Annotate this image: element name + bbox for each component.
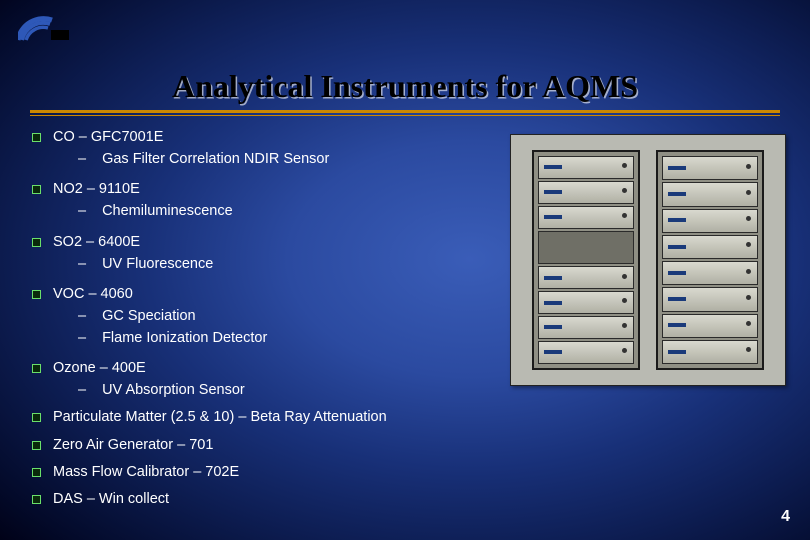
- sub-bullet-label: Chemiluminescence: [102, 202, 233, 220]
- sub-bullet-item: –GC Speciation: [78, 307, 502, 325]
- bullet-square-icon: [32, 133, 41, 142]
- bullet-label: NO2 – 9110E: [53, 180, 140, 198]
- dash-icon: –: [78, 329, 86, 347]
- instrument-rack: [532, 150, 640, 370]
- title-underline: [30, 110, 780, 116]
- equipment-photo: [510, 134, 786, 386]
- slide-title: Analytical Instruments for AQMS: [0, 68, 810, 105]
- instrument-rack: [656, 150, 764, 370]
- sub-bullet-label: Gas Filter Correlation NDIR Sensor: [102, 150, 329, 168]
- bullet-item: NO2 – 9110E: [32, 180, 502, 198]
- bullet-square-icon: [32, 413, 41, 422]
- bullet-item: Zero Air Generator – 701: [32, 436, 502, 454]
- bullet-label: SO2 – 6400E: [53, 233, 140, 251]
- page-number: 4: [781, 508, 790, 526]
- dash-icon: –: [78, 381, 86, 399]
- sub-bullet-item: –Chemiluminescence: [78, 202, 502, 220]
- bullet-square-icon: [32, 185, 41, 194]
- bullet-square-icon: [32, 364, 41, 373]
- bullet-square-icon: [32, 495, 41, 504]
- sub-bullet-item: –Gas Filter Correlation NDIR Sensor: [78, 150, 502, 168]
- sub-bullet-item: –UV Fluorescence: [78, 255, 502, 273]
- bullet-item: SO2 – 6400E: [32, 233, 502, 251]
- bullet-label: DAS – Win collect: [53, 490, 169, 508]
- brand-logo: [18, 14, 72, 42]
- bullet-item: Mass Flow Calibrator – 702E: [32, 463, 502, 481]
- dash-icon: –: [78, 202, 86, 220]
- sub-bullet-item: –UV Absorption Sensor: [78, 381, 502, 399]
- dash-icon: –: [78, 255, 86, 273]
- bullet-square-icon: [32, 441, 41, 450]
- dash-icon: –: [78, 307, 86, 325]
- bullet-item: Particulate Matter (2.5 & 10) – Beta Ray…: [32, 408, 502, 426]
- bullet-label: Particulate Matter (2.5 & 10) – Beta Ray…: [53, 408, 387, 426]
- bullet-square-icon: [32, 468, 41, 477]
- bullet-square-icon: [32, 238, 41, 247]
- bullet-item: Ozone – 400E: [32, 359, 502, 377]
- sub-bullet-item: –Flame Ionization Detector: [78, 329, 502, 347]
- sub-bullet-label: GC Speciation: [102, 307, 196, 325]
- bullet-label: CO – GFC7001E: [53, 128, 163, 146]
- sub-bullet-label: UV Fluorescence: [102, 255, 213, 273]
- bullet-label: VOC – 4060: [53, 285, 133, 303]
- bullet-item: VOC – 4060: [32, 285, 502, 303]
- bullet-item: CO – GFC7001E: [32, 128, 502, 146]
- dash-icon: –: [78, 150, 86, 168]
- sub-bullet-label: UV Absorption Sensor: [102, 381, 245, 399]
- sub-bullet-label: Flame Ionization Detector: [102, 329, 267, 347]
- bullet-label: Mass Flow Calibrator – 702E: [53, 463, 239, 481]
- bullet-item: DAS – Win collect: [32, 490, 502, 508]
- bullet-list: CO – GFC7001E–Gas Filter Correlation NDI…: [32, 128, 502, 508]
- bullet-square-icon: [32, 290, 41, 299]
- bullet-label: Ozone – 400E: [53, 359, 146, 377]
- bullet-label: Zero Air Generator – 701: [53, 436, 213, 454]
